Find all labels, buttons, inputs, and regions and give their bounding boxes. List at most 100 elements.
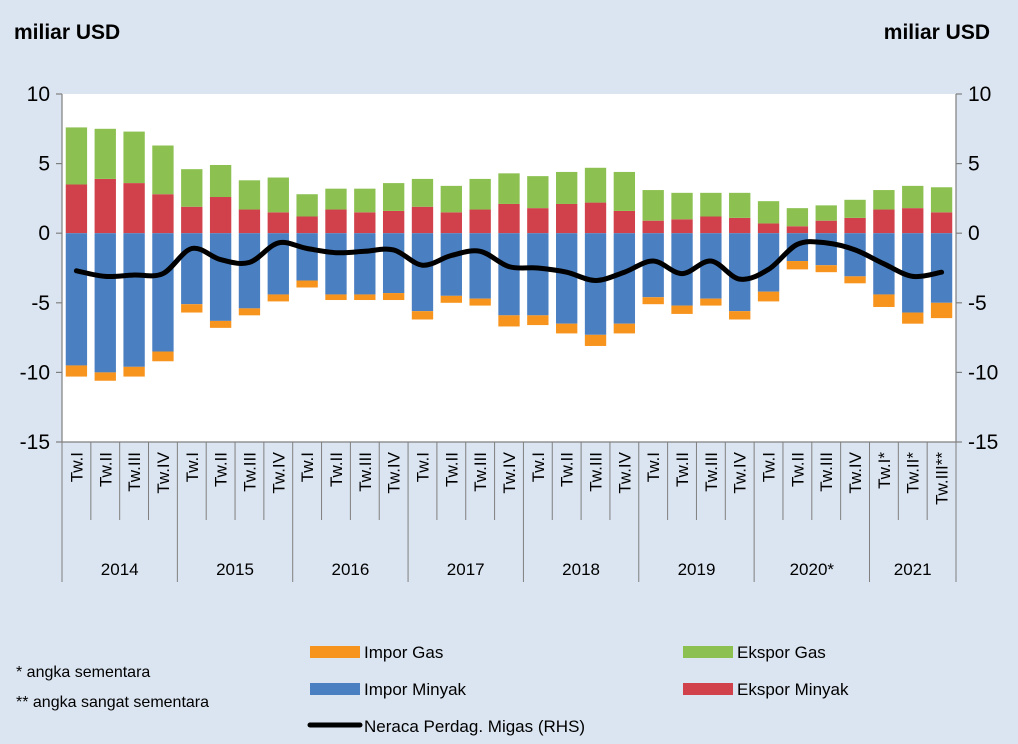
x-category-label: Tw.I	[183, 452, 202, 482]
bar-impor-minyak-20	[642, 233, 664, 298]
bar-impor-minyak-19	[613, 233, 636, 324]
bar-impor-minyak-12	[411, 233, 434, 312]
bar-ekspor-gas-26	[815, 205, 837, 221]
bar-ekspor-gas-7	[267, 177, 289, 213]
bar-impor-gas-19	[613, 323, 636, 334]
left-axis-unit: miliar USD	[14, 21, 120, 44]
bar-ekspor-minyak-8	[296, 216, 318, 234]
bar-impor-gas-25	[786, 261, 809, 270]
bar-impor-gas-29	[902, 312, 924, 324]
bar-impor-minyak-10	[354, 233, 376, 295]
legend-swatch-impor-gas	[310, 646, 360, 658]
x-category-label: Tw.II	[327, 452, 346, 487]
x-category-label: Tw.I*	[875, 452, 894, 489]
bar-ekspor-minyak-15	[498, 203, 520, 234]
bar-impor-gas-7	[267, 294, 289, 302]
bar-impor-gas-24	[757, 291, 780, 302]
year-label: 2019	[678, 560, 716, 579]
bar-ekspor-minyak-10	[354, 212, 376, 234]
right-tick-label: 5	[968, 153, 980, 176]
bar-impor-gas-3	[152, 351, 174, 362]
bar-impor-gas-30	[930, 302, 953, 319]
bar-impor-gas-8	[296, 280, 318, 288]
bar-ekspor-minyak-23	[729, 217, 751, 234]
bar-ekspor-gas-9	[325, 188, 347, 210]
bar-ekspor-minyak-13	[440, 212, 462, 234]
legend-swatch-ekspor-minyak	[683, 683, 733, 695]
bar-impor-minyak-7	[267, 233, 289, 295]
bar-impor-minyak-17	[556, 233, 578, 324]
legend-swatch-impor-minyak	[310, 683, 360, 695]
bar-impor-minyak-29	[902, 233, 924, 313]
bar-ekspor-minyak-20	[642, 220, 664, 234]
bar-ekspor-minyak-4	[181, 206, 203, 234]
bar-impor-gas-15	[498, 315, 520, 327]
bar-ekspor-minyak-6	[238, 209, 261, 234]
bar-impor-gas-27	[844, 276, 866, 284]
legend-label-neraca-perdag-migas-rhs: Neraca Perdag. Migas (RHS)	[364, 717, 585, 736]
bar-impor-gas-0	[65, 365, 88, 377]
left-tick-label: -5	[31, 292, 50, 315]
bar-ekspor-gas-20	[642, 190, 664, 221]
legend-label-impor-minyak: Impor Minyak	[364, 680, 467, 699]
legend: Impor Gas Ekspor Gas Impor Minyak Ekspor Mi…	[307, 643, 849, 736]
bar-impor-gas-28	[873, 294, 895, 307]
bar-ekspor-minyak-17	[556, 203, 578, 234]
x-category-label: Tw.I	[760, 452, 779, 482]
right-tick-label: 10	[968, 83, 991, 106]
bar-ekspor-minyak-5	[209, 197, 232, 234]
year-label: 2018	[562, 560, 600, 579]
bar-ekspor-minyak-21	[671, 219, 693, 234]
bar-ekspor-gas-5	[209, 164, 232, 198]
bar-ekspor-gas-10	[354, 188, 376, 213]
bar-ekspor-gas-28	[873, 190, 895, 210]
bar-ekspor-gas-3	[152, 145, 174, 195]
bar-ekspor-minyak-12	[411, 206, 434, 234]
x-category-label: Tw.IV	[731, 451, 750, 493]
bar-impor-minyak-13	[440, 233, 462, 296]
bar-impor-gas-11	[382, 293, 405, 301]
bar-impor-gas-23	[729, 311, 751, 320]
legend-label-ekspor-minyak: Ekspor Minyak	[737, 680, 849, 699]
x-category-label: Tw.III	[240, 452, 259, 492]
bar-impor-minyak-16	[527, 233, 549, 316]
right-tick-label: -5	[968, 292, 987, 315]
bar-ekspor-gas-21	[671, 192, 693, 220]
series-line-neraca	[73, 239, 945, 283]
right-tick-label: -10	[968, 361, 998, 384]
bar-impor-minyak-27	[844, 233, 866, 277]
line-layer	[73, 239, 945, 283]
bar-impor-minyak-1	[94, 233, 116, 373]
x-category-label: Tw.III	[471, 452, 490, 492]
bar-ekspor-gas-2	[123, 131, 145, 184]
right-axis-unit: miliar USD	[884, 21, 990, 44]
bar-impor-gas-17	[556, 323, 578, 334]
x-category-label: Tw.IV	[269, 451, 288, 493]
bar-impor-gas-26	[815, 265, 837, 273]
x-category-label: Tw.IV	[385, 451, 404, 493]
bar-ekspor-minyak-29	[902, 208, 924, 234]
bar-ekspor-minyak-1	[94, 178, 116, 234]
bar-impor-gas-20	[642, 297, 664, 305]
bar-impor-minyak-21	[671, 233, 693, 306]
bar-impor-gas-9	[325, 294, 347, 301]
bar-ekspor-gas-24	[757, 201, 780, 224]
bar-ekspor-gas-6	[238, 180, 261, 210]
footnote: ** angka sangat sementara	[16, 694, 209, 711]
bar-ekspor-gas-8	[296, 194, 318, 217]
bar-ekspor-minyak-27	[844, 217, 866, 234]
bar-impor-gas-10	[354, 294, 376, 301]
bar-ekspor-gas-0	[65, 127, 88, 185]
left-tick-label: 5	[38, 153, 50, 176]
bar-ekspor-minyak-3	[152, 194, 174, 234]
bar-impor-minyak-30	[930, 233, 953, 303]
bar-ekspor-minyak-28	[873, 209, 895, 234]
x-category-label: Tw.II	[96, 452, 115, 487]
x-category-label: Tw.II	[558, 452, 577, 487]
legend-label-impor-gas: Impor Gas	[364, 643, 443, 662]
bar-impor-minyak-0	[65, 233, 88, 366]
bar-ekspor-gas-14	[469, 178, 491, 210]
bar-impor-minyak-15	[498, 233, 520, 316]
year-label: 2017	[447, 560, 485, 579]
x-category-label: Tw.IV	[500, 451, 519, 493]
